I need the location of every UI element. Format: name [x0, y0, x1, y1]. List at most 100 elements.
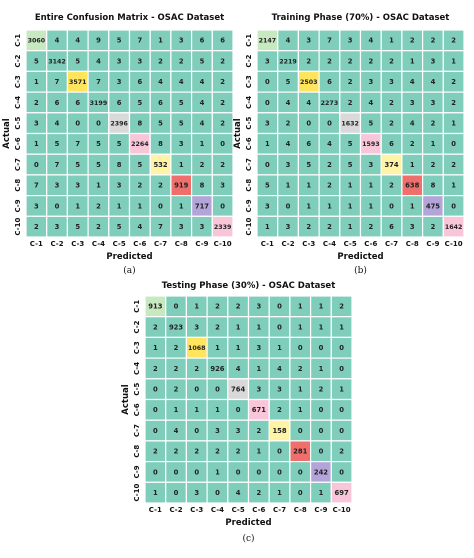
cell-value: 3	[194, 489, 199, 497]
y-tick-label: C-1	[133, 300, 141, 313]
cell-value: 2	[220, 57, 225, 65]
cell-value: 7	[75, 140, 80, 148]
cell-value: 3	[55, 182, 60, 190]
cell-value: 1	[277, 489, 282, 497]
cell-value: 1	[215, 468, 220, 476]
cell-value: 4	[158, 78, 163, 86]
cell-value: 6	[75, 99, 80, 107]
cell-value: 5	[158, 119, 163, 127]
heatmap-cell	[442, 215, 465, 238]
cell-value: 2	[327, 161, 332, 169]
cell-value: 0	[174, 489, 179, 497]
cell-value: 2	[96, 202, 101, 210]
cell-value: 9	[96, 37, 101, 45]
cell-value: 4	[55, 119, 60, 127]
cell-value: 0	[220, 202, 225, 210]
cell-value: 1	[34, 140, 39, 148]
cell-value: 5	[75, 57, 80, 65]
x-tick-label: C-4	[323, 240, 336, 248]
cell-value: 3	[117, 57, 122, 65]
cell-value: 2	[451, 78, 456, 86]
cell-value: 2	[174, 365, 179, 373]
x-axis-label: Predicted	[337, 252, 383, 262]
y-tick-label: C-10	[245, 218, 253, 236]
cell-value: 764	[231, 385, 245, 393]
cell-value: 8	[137, 119, 142, 127]
cell-value: 2	[277, 406, 282, 414]
cell-value: 2	[368, 57, 373, 65]
cell-value: 0	[339, 344, 344, 352]
cell-value: 1	[319, 303, 324, 311]
panel-caption: (a)	[123, 265, 135, 276]
cell-value: 374	[384, 161, 398, 169]
cell-value: 2	[215, 303, 220, 311]
cell-value: 923	[169, 323, 183, 331]
cell-value: 1593	[362, 141, 380, 148]
cell-value: 2147	[259, 38, 277, 45]
y-axis-label: Actual	[2, 118, 12, 148]
cell-value: 4	[306, 99, 311, 107]
cell-value: 5	[96, 140, 101, 148]
cell-value: 0	[265, 99, 270, 107]
cell-value: 7	[137, 37, 142, 45]
cell-value: 1	[339, 385, 344, 393]
cell-value: 2	[34, 99, 39, 107]
cell-value: 475	[426, 202, 440, 210]
cell-value: 1	[319, 365, 324, 373]
x-tick-label: C-9	[195, 240, 208, 248]
cell-value: 3	[137, 57, 142, 65]
cell-value: 1	[319, 323, 324, 331]
cell-value: 1	[215, 344, 220, 352]
cell-value: 6	[117, 99, 122, 107]
x-tick-label: C-10	[445, 240, 463, 248]
cell-value: 6	[389, 223, 394, 231]
cell-value: 3	[410, 223, 415, 231]
cell-value: 0	[319, 448, 324, 456]
y-tick-label: C-4	[133, 362, 141, 375]
y-tick-label: C-5	[14, 116, 22, 129]
cell-value: 3	[200, 223, 205, 231]
cell-value: 3	[277, 385, 282, 393]
cell-value: 0	[451, 140, 456, 148]
cell-value: 5	[179, 99, 184, 107]
cell-value: 1	[265, 140, 270, 148]
cell-value: 0	[339, 468, 344, 476]
cell-value: 1	[368, 202, 373, 210]
cell-value: 5	[137, 99, 142, 107]
cell-value: 3	[236, 427, 241, 435]
cell-value: 6	[220, 37, 225, 45]
y-tick-label: C-3	[245, 75, 253, 88]
y-tick-label: C-9	[14, 199, 22, 212]
cell-value: 0	[327, 119, 332, 127]
cell-value: 5	[117, 223, 122, 231]
cell-value: 5	[348, 161, 353, 169]
cell-value: 2	[236, 303, 241, 311]
cell-value: 2	[431, 119, 436, 127]
cell-value: 1	[179, 202, 184, 210]
cell-value: 3571	[69, 79, 87, 86]
cell-value: 3	[368, 78, 373, 86]
cell-value: 0	[55, 202, 60, 210]
cell-value: 3199	[90, 100, 108, 107]
cell-value: 4	[368, 37, 373, 45]
cell-value: 3	[410, 99, 415, 107]
x-tick-label: C-2	[170, 506, 183, 514]
cell-value: 2	[153, 448, 158, 456]
y-tick-label: C-8	[133, 445, 141, 458]
cell-value: 0	[277, 448, 282, 456]
cell-value: 2	[348, 57, 353, 65]
cell-value: 2	[158, 57, 163, 65]
cell-value: 1	[298, 323, 303, 331]
cell-value: 7	[96, 78, 101, 86]
cell-value: 281	[293, 448, 307, 456]
cell-value: 6	[55, 99, 60, 107]
cell-value: 5	[137, 161, 142, 169]
y-axis-label: Actual	[233, 118, 243, 148]
cell-value: 4	[200, 119, 205, 127]
cell-value: 3142	[48, 58, 66, 65]
cell-value: 0	[236, 406, 241, 414]
cell-value: 7	[158, 223, 163, 231]
cell-value: 3	[368, 161, 373, 169]
x-tick-label: C-3	[302, 240, 315, 248]
